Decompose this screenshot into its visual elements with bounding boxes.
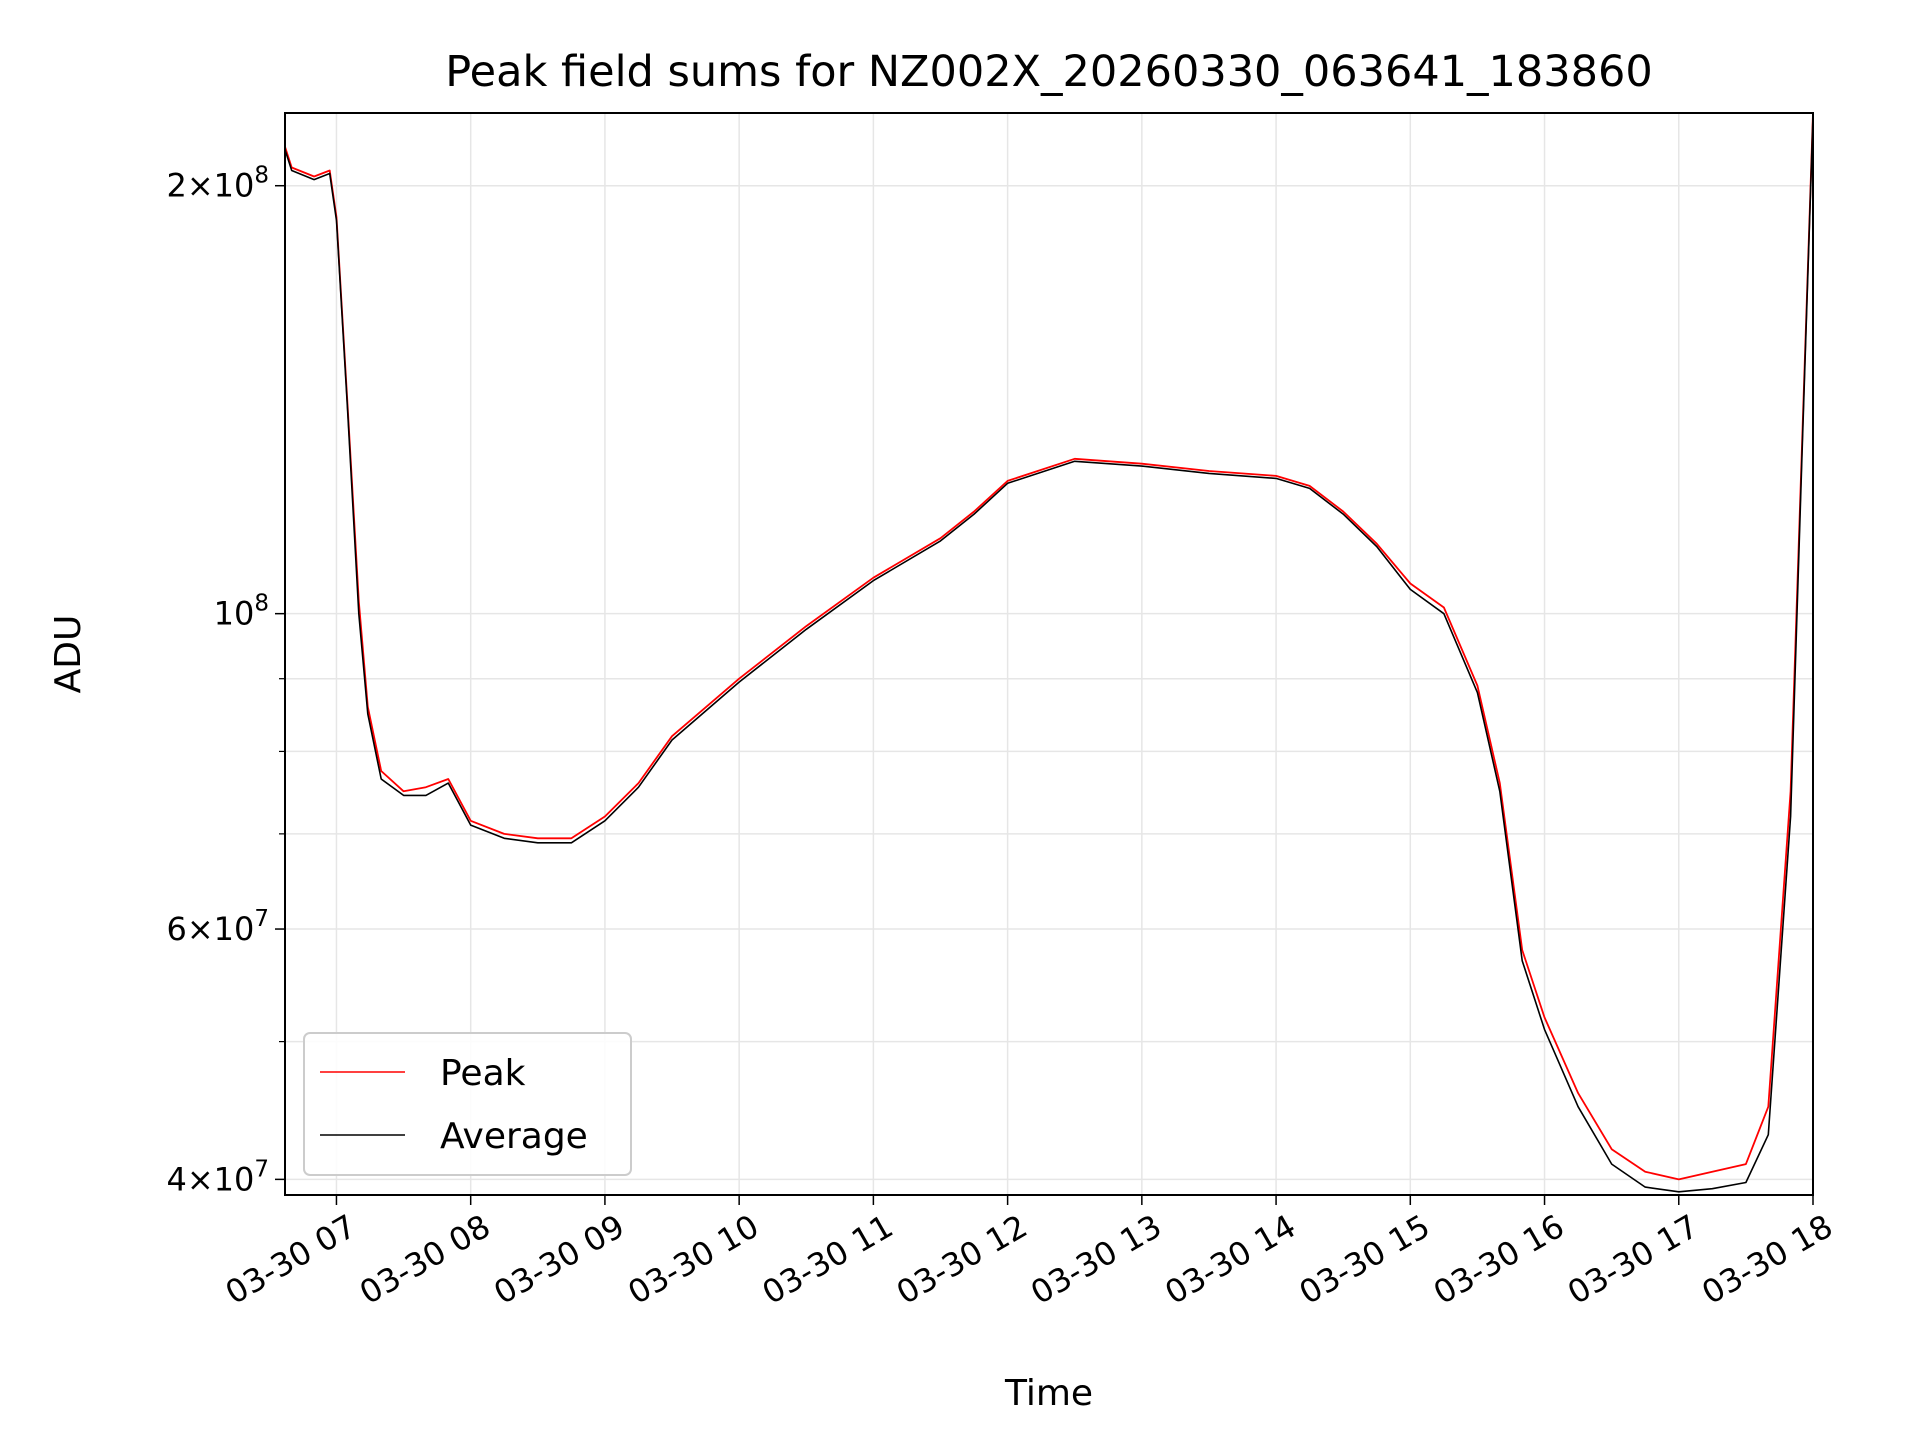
y-axis: 4×107 6×107 108 2×108 [166, 163, 285, 1198]
chart-title: Peak field sums for NZ002X_20260330_0636… [445, 47, 1652, 97]
legend-label-average: Average [440, 1116, 588, 1157]
y-tick-label: 4×107 [166, 1156, 269, 1198]
legend-box [303, 1032, 632, 1176]
y-tick-label: 2×108 [166, 163, 269, 205]
plot-frame [284, 112, 1814, 1196]
legend: Peak Average [303, 1032, 632, 1176]
y-tick-label: 6×107 [166, 906, 269, 948]
series-line-peak [285, 113, 1813, 1181]
legend-label-peak: Peak [440, 1053, 526, 1094]
x-axis-label: Time [1004, 1373, 1093, 1414]
y-axis-label: ADU [48, 615, 89, 694]
series-line-average [285, 115, 1813, 1193]
series-layer [285, 113, 1813, 1193]
y-tick-label: 108 [214, 591, 269, 633]
